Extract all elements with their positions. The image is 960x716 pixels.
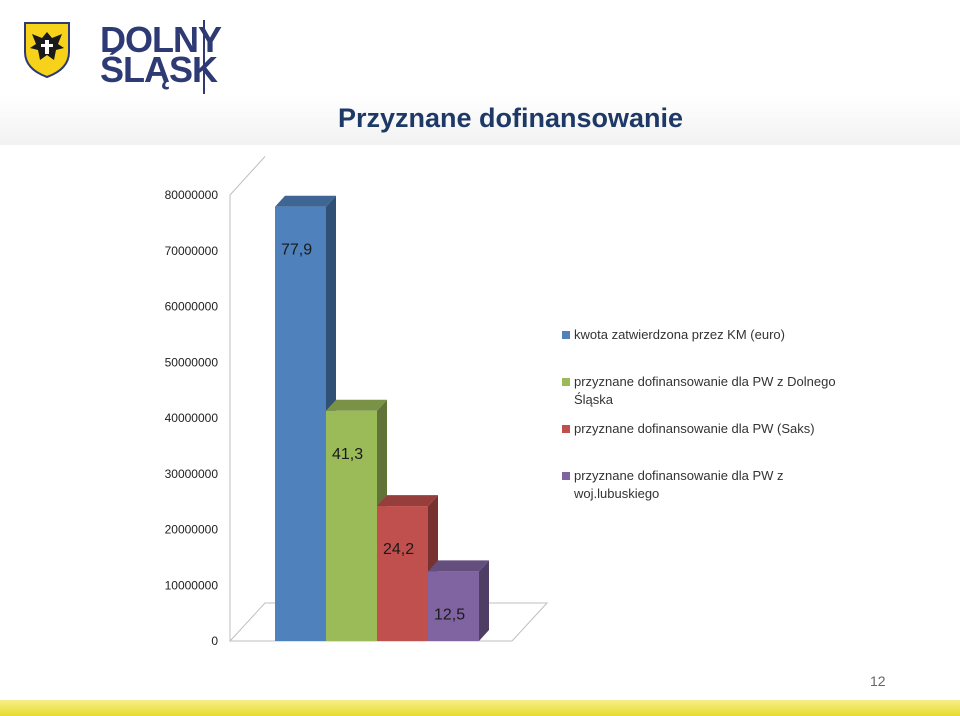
logo-text-line1: DOLNY: [100, 19, 222, 60]
legend-label: przyznane dofinansowanie dla PW z Dolneg…: [574, 374, 836, 407]
legend-label: przyznane dofinansowanie dla PW (Saks): [574, 421, 815, 436]
legend-swatch: [562, 425, 570, 433]
bar-value-label: 41,3: [332, 446, 363, 463]
legend-label: przyznane dofinansowanie dla PW z woj.lu…: [574, 468, 784, 501]
bar-front: [275, 206, 326, 641]
bar-top: [275, 195, 336, 207]
y-tick-label: 50000000: [165, 355, 219, 369]
legend-item: przyznane dofinansowanie dla PW z woj.lu…: [562, 467, 842, 503]
slide-title: Przyznane dofinansowanie: [338, 103, 684, 133]
logo-text-line2: ŚLĄSK: [100, 49, 218, 90]
legend-item: kwota zatwierdzona przez KM (euro): [562, 326, 842, 344]
bar-top: [326, 399, 387, 411]
y-tick-label: 10000000: [165, 578, 219, 592]
bar-value-label: 77,9: [281, 242, 312, 259]
y-tick-label: 30000000: [165, 467, 219, 481]
logo: DOLNY ŚLĄSK: [18, 14, 222, 94]
title-band: [0, 95, 960, 145]
bar-top: [428, 560, 489, 572]
legend-swatch: [562, 331, 570, 339]
y-tick-label: 80000000: [165, 188, 219, 202]
legend-item: przyznane dofinansowanie dla PW (Saks): [562, 420, 842, 438]
bar-top: [377, 495, 438, 507]
legend-swatch: [562, 378, 570, 386]
bar-side: [479, 560, 489, 641]
eagle-coat-of-arms-icon: [24, 22, 70, 78]
logo-divider: [203, 20, 205, 94]
bar-front: [428, 571, 479, 641]
y-tick-label: 0: [211, 634, 218, 648]
bar: [428, 560, 489, 641]
bottom-band: [0, 700, 960, 716]
legend-swatch: [562, 472, 570, 480]
bar-front: [326, 410, 377, 641]
y-tick-label: 60000000: [165, 300, 219, 314]
legend-label: kwota zatwierdzona przez KM (euro): [574, 327, 785, 342]
wall-edge: [229, 156, 266, 196]
page-number: 12: [870, 673, 886, 689]
legend-item: przyznane dofinansowanie dla PW z Dolneg…: [562, 373, 842, 409]
bar-value-label: 12,5: [434, 606, 465, 623]
bar-front: [377, 506, 428, 641]
y-tick-label: 20000000: [165, 523, 219, 537]
bar-value-label: 24,2: [383, 541, 414, 558]
y-tick-label: 40000000: [165, 411, 219, 425]
y-tick-label: 70000000: [165, 244, 219, 258]
bar-chart: 0 10000000 20000000 30000000 40000000 5000000…: [165, 156, 549, 648]
